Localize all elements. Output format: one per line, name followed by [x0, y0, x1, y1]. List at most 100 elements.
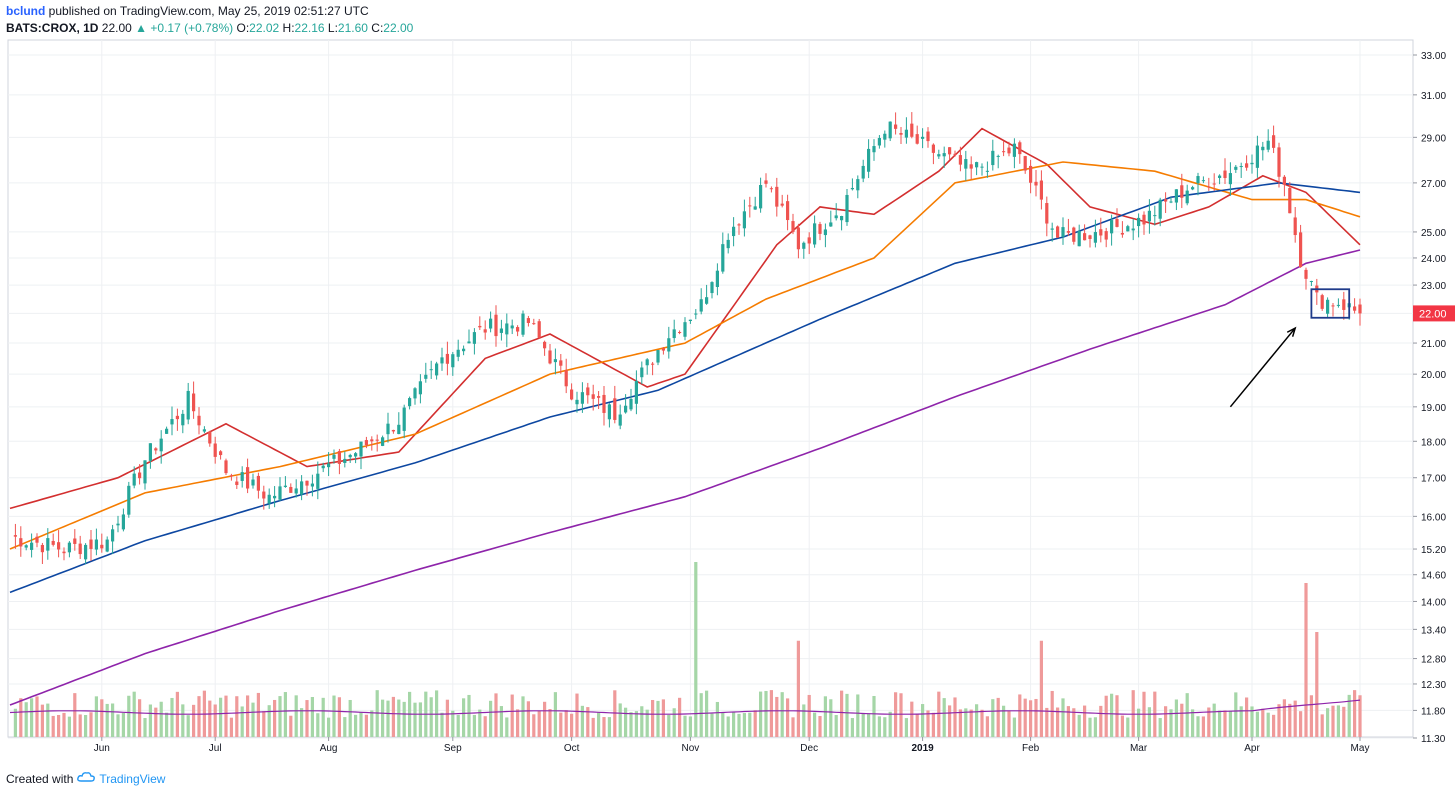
candle-body	[1056, 226, 1060, 238]
candle-body	[537, 321, 541, 338]
volume-bar	[645, 709, 649, 737]
candle-body	[1282, 176, 1286, 185]
volume-bar	[1126, 717, 1130, 737]
volume-bar	[489, 700, 493, 737]
volume-bar	[494, 693, 498, 737]
x-tick-label: Oct	[564, 743, 580, 754]
volume-bar	[651, 699, 655, 737]
candle-body	[958, 155, 962, 165]
candle-body	[278, 486, 282, 500]
volume-bar	[467, 694, 471, 737]
candle-body	[883, 133, 887, 140]
volume-bar	[996, 697, 1000, 737]
volume-bar	[672, 708, 676, 737]
candle-body	[478, 325, 482, 328]
candle-body	[1158, 199, 1162, 219]
price-axis[interactable]: 33.00 31.00 29.00 27.00 25.00 24.00 23.00 22.00…	[1413, 51, 1446, 745]
volume-bar	[591, 717, 595, 737]
volume-bar	[240, 706, 244, 737]
volume-bar	[1088, 717, 1092, 737]
candle-body	[856, 179, 860, 191]
y-tick-label: 12.80	[1421, 655, 1446, 666]
volume-bar	[1131, 690, 1135, 737]
published-text: published on TradingView.com, May 25, 20…	[48, 4, 369, 18]
candle-body	[445, 353, 449, 364]
volume-bar	[289, 715, 293, 737]
volume-bar	[62, 712, 66, 737]
candle-body	[359, 441, 363, 457]
candle-body	[1320, 295, 1324, 309]
volume-bar	[40, 704, 44, 737]
candle-body	[845, 194, 849, 223]
volume-bar	[937, 691, 941, 737]
volume-bar	[256, 692, 260, 737]
volume-bar	[786, 698, 790, 737]
candle-body	[240, 472, 244, 481]
tradingview-brand[interactable]: TradingView	[99, 771, 166, 786]
volume-bar	[310, 696, 314, 737]
candle-body	[1196, 176, 1200, 184]
volume-bar	[715, 701, 719, 737]
candle-body	[888, 121, 892, 139]
close-label: C:	[371, 21, 384, 35]
volume-bar	[1002, 705, 1006, 737]
ma-line-20	[9, 127, 1361, 510]
volume-bar	[397, 699, 401, 737]
volume-bar	[1104, 695, 1108, 737]
volume-bar	[877, 716, 881, 737]
volume-bar	[386, 700, 390, 737]
candle-body	[645, 359, 649, 366]
candle-body	[46, 538, 50, 551]
candle-body	[192, 393, 196, 412]
volume-bar	[526, 701, 530, 737]
y-tick-label: 20.00	[1421, 370, 1446, 381]
candle-body	[742, 211, 746, 229]
candle-body	[370, 439, 374, 442]
candle-body	[991, 150, 995, 166]
candle-body	[1336, 304, 1340, 306]
username-link[interactable]: bclund	[6, 4, 46, 18]
volume-bar	[1169, 709, 1173, 737]
candle-body	[1153, 215, 1157, 217]
volume-bar	[1282, 699, 1286, 737]
candle-body	[786, 201, 790, 221]
volume-bar	[958, 709, 962, 737]
candle-body	[1007, 147, 1011, 154]
candle-body	[1045, 203, 1049, 224]
moving-averages	[9, 127, 1361, 706]
candle-body	[381, 437, 385, 446]
volume-bar	[143, 718, 147, 737]
symbol-label[interactable]: BATS:CROX, 1D	[6, 21, 99, 35]
candle-body	[1288, 188, 1292, 214]
candle-body	[1093, 232, 1097, 243]
volume-bar	[931, 712, 935, 737]
volume-bar	[1191, 709, 1195, 737]
y-tick-label: 14.60	[1421, 571, 1446, 582]
volume-bar	[537, 710, 541, 737]
volume-bar	[694, 562, 698, 737]
candle-body	[672, 329, 676, 339]
volume-bar	[1185, 693, 1189, 737]
candle-body	[94, 539, 98, 550]
volume-bar	[532, 714, 536, 737]
candle-body	[910, 123, 914, 137]
candle-body	[775, 186, 779, 207]
volume-bar	[278, 696, 282, 737]
candle-body	[208, 431, 212, 444]
y-tick-label: 12.30	[1421, 680, 1446, 691]
volume-bar	[510, 694, 514, 737]
volume-bar	[1353, 690, 1357, 737]
volume-bar	[764, 690, 768, 737]
volume-bar	[1320, 714, 1324, 737]
candle-body	[283, 485, 287, 487]
candle-body	[813, 223, 817, 245]
volume-bar	[802, 704, 806, 737]
volume-bar	[1147, 707, 1151, 737]
candle-body	[148, 443, 152, 461]
candle-body	[1353, 306, 1357, 311]
time-axis[interactable]: Jun Jul Aug Sep Oct Nov Dec 2019 Feb Mar Apr May	[94, 737, 1370, 754]
candle-body	[867, 148, 871, 172]
volume-bar	[1110, 693, 1114, 737]
volume-bar	[224, 695, 228, 737]
